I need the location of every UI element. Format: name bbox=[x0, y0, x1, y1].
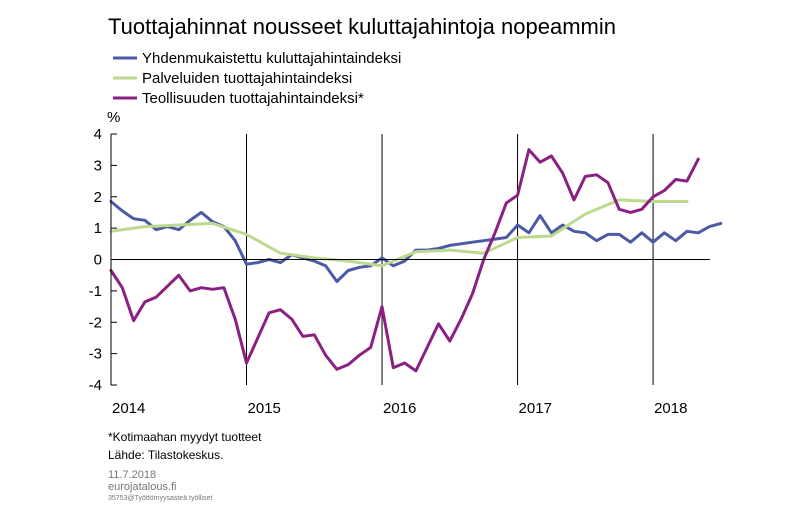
y-tick-label: -1 bbox=[89, 283, 102, 300]
series-line-2 bbox=[109, 148, 700, 373]
x-tick-label: 2018 bbox=[654, 400, 687, 417]
axes bbox=[110, 134, 710, 385]
footnote: *Kotimaahan myydyt tuotteet bbox=[108, 430, 262, 444]
x-tick-label: 2015 bbox=[248, 400, 281, 417]
y-tick-label: -4 bbox=[89, 377, 102, 394]
y-tick-label: 2 bbox=[94, 189, 102, 206]
y-tick-label: 4 bbox=[94, 126, 102, 143]
chart-title: Tuottajahinnat nousseet kuluttajahintoja… bbox=[108, 14, 616, 39]
legend-label-1: Palveluiden tuottajahintaindeksi bbox=[142, 70, 352, 87]
x-tick-label: 2014 bbox=[112, 400, 145, 417]
source-note: Lähde: Tilastokeskus. bbox=[108, 448, 223, 462]
y-tick-label: 0 bbox=[94, 252, 102, 269]
series-line-1 bbox=[109, 198, 689, 268]
legend-label-0: Yhdenmukaistettu kuluttajahintaindeksi bbox=[142, 50, 401, 67]
y-axis-label: % bbox=[107, 109, 120, 126]
date-note: 11.7.2018 bbox=[108, 469, 156, 481]
x-tick-label: 2016 bbox=[383, 400, 416, 417]
y-tick-label: -2 bbox=[89, 314, 102, 331]
y-tick-label: -3 bbox=[89, 346, 102, 363]
site-note: eurojatalous.fi bbox=[108, 481, 177, 493]
code-note: 35753@Työttömyysasteä työlliset bbox=[108, 495, 212, 502]
series-lines bbox=[109, 148, 723, 373]
y-tick-label: 1 bbox=[94, 220, 102, 237]
y-ticks: 4 3 2 1 0 -1 -2 -3 -4 bbox=[89, 126, 117, 394]
series-line-0 bbox=[109, 200, 723, 283]
x-tick-label: 2017 bbox=[519, 400, 552, 417]
legend-label-2: Teollisuuden tuottajahintaindeksi* bbox=[142, 90, 364, 107]
legend: Yhdenmukaistettu kuluttajahintaindeksi Pa… bbox=[113, 50, 401, 107]
y-tick-label: 3 bbox=[94, 157, 102, 174]
